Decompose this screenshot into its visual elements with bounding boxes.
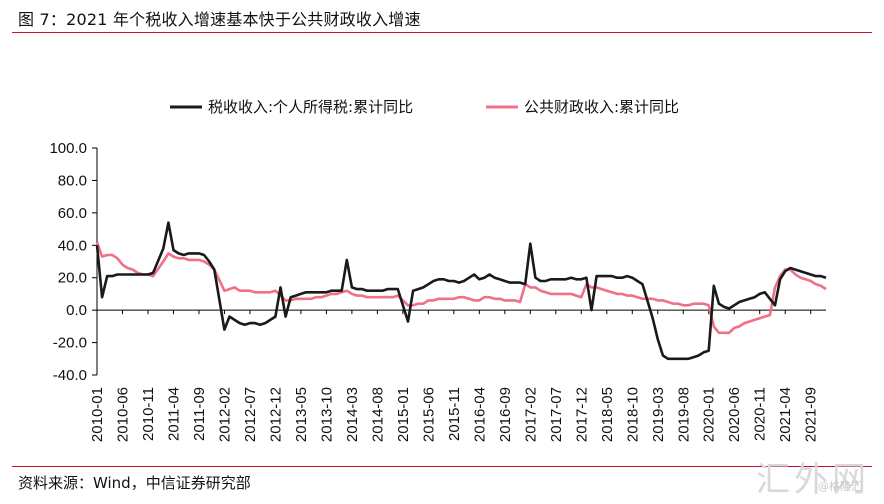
- y-tick-label: 0.0: [66, 302, 87, 319]
- legend: 税收收入:个人所得税:累计同比 公共财政收入:累计同比: [170, 98, 679, 116]
- x-tick-label: 2018-10: [624, 387, 641, 442]
- x-tick-label: 2011-04: [165, 387, 182, 441]
- x-tick-label: 2014-03: [344, 387, 361, 442]
- legend-label-pit: 税收收入:个人所得税:累计同比: [208, 98, 413, 116]
- legend-label-fiscal: 公共财政收入:累计同比: [524, 98, 679, 116]
- series-line-pit: [95, 221, 827, 361]
- x-tick-label: 2017-02: [522, 387, 539, 442]
- x-tick-label: 2017-12: [573, 387, 590, 442]
- x-tick-label: 2015-11: [446, 387, 463, 441]
- x-tick-label: 2020-01: [701, 387, 718, 442]
- x-tick-label: 2012-12: [267, 387, 284, 442]
- top-divider: [12, 32, 872, 33]
- x-tick-label: 2015-06: [420, 387, 437, 442]
- y-tick-label: -40.0: [53, 367, 87, 384]
- x-tick-label: 2019-03: [650, 387, 667, 442]
- series-line-fiscal: [95, 241, 827, 335]
- y-tick-label: 100.0: [49, 140, 87, 157]
- x-tick-label: 2020-11: [752, 387, 769, 441]
- x-tick-label: 2010-01: [89, 387, 106, 442]
- watermark-sub: @格隆汇: [818, 480, 862, 493]
- x-tick-label: 2012-02: [216, 387, 233, 442]
- x-tick-label: 2011-09: [191, 387, 208, 441]
- y-tick-label: 80.0: [58, 172, 87, 189]
- x-tick-label: 2017-07: [548, 387, 565, 442]
- y-tick-label: 60.0: [58, 205, 87, 222]
- x-tick-label: 2016-04: [471, 387, 488, 442]
- x-axis: 2010-01 2010-06 2010-11 2011-04 2011-09 2012-…: [89, 309, 826, 442]
- y-tick-label: 40.0: [58, 237, 87, 254]
- x-tick-label: 2013-10: [318, 387, 335, 442]
- x-tick-label: 2010-06: [114, 387, 131, 442]
- x-tick-label: 2016-09: [497, 387, 514, 442]
- x-tick-label: 2010-11: [140, 387, 157, 441]
- x-tick-label: 2014-08: [369, 387, 386, 442]
- y-axis: -40.0 -20.0 0.0 20.0 40.0 60.0 80.0 100.0: [49, 140, 98, 384]
- x-tick-label: 2021-09: [803, 387, 820, 442]
- y-tick-label: 20.0: [58, 270, 87, 287]
- x-tick-label: 2012-07: [242, 387, 259, 442]
- x-tick-label: 2015-01: [395, 387, 412, 442]
- chart-title: 图 7：2021 年个税收入增速基本快于公共财政收入增速: [18, 10, 421, 29]
- watermark-logo: 汇外网: [756, 460, 870, 500]
- x-tick-label: 2019-08: [675, 387, 692, 442]
- x-tick-label: 2018-05: [599, 387, 616, 442]
- y-tick-label: -20.0: [53, 335, 87, 352]
- source-note: 资料来源：Wind，中信证券研究部: [18, 474, 251, 492]
- x-tick-label: 2021-04: [777, 387, 794, 442]
- bottom-divider: [12, 466, 872, 467]
- series-layer: [95, 221, 827, 361]
- x-tick-label: 2013-05: [293, 387, 310, 442]
- x-tick-label: 2020-06: [726, 387, 743, 442]
